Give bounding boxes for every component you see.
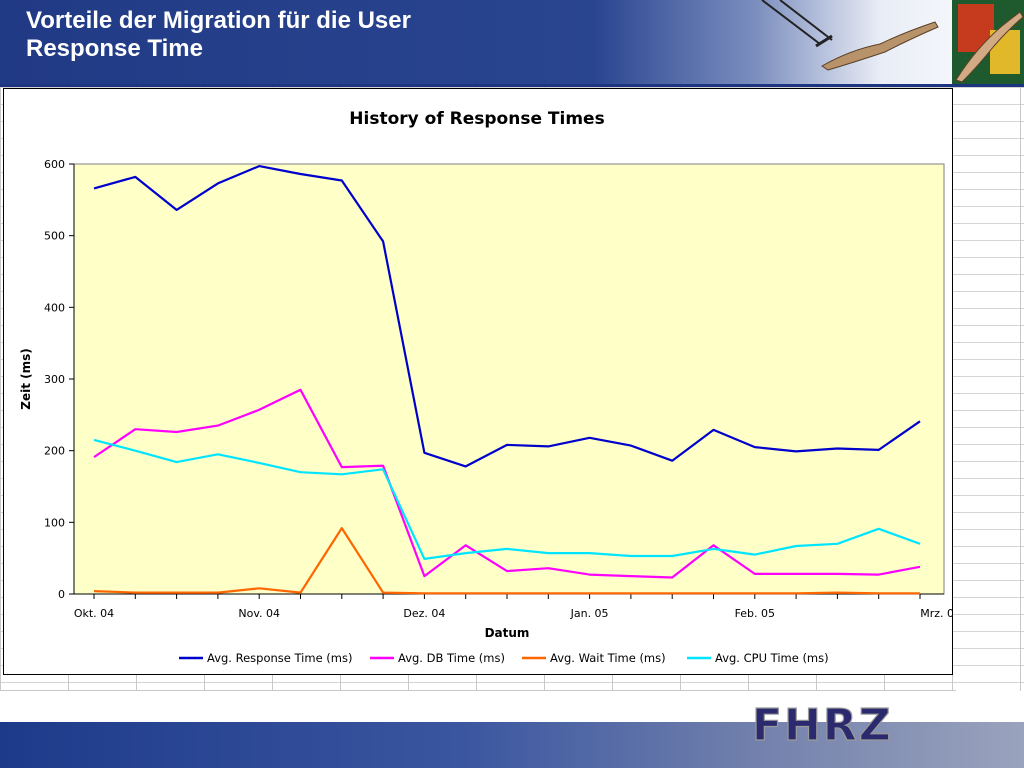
slide-title-line-1: Vorteile der Migration für die User	[26, 7, 411, 34]
y-tick-label-500: 500	[44, 230, 65, 243]
x-tick-label-1: Nov. 04	[238, 607, 280, 620]
x-tick-label-2: Dez. 04	[403, 607, 445, 620]
chart-title: History of Response Times	[349, 109, 604, 129]
y-tick-label-0: 0	[58, 588, 65, 601]
series-line-2	[93, 527, 920, 595]
legend-label-3: Avg. CPU Time (ms)	[715, 651, 829, 665]
y-tick-label-300: 300	[44, 373, 65, 386]
trapeze-rope-right	[779, 0, 833, 41]
slide-title: Vorteile der Migration für die User Resp…	[26, 7, 411, 63]
slide-footer	[0, 722, 1024, 768]
legend-label-0: Avg. Response Time (ms)	[207, 651, 352, 665]
trapeze-bar	[815, 34, 833, 48]
y-tick-label-400: 400	[44, 301, 65, 314]
legend-label-1: Avg. DB Time (ms)	[398, 651, 505, 665]
slide-header: Vorteile der Migration für die User Resp…	[0, 0, 1024, 84]
x-tick-label-0: Okt. 04	[74, 607, 114, 620]
plot-area	[73, 163, 945, 595]
series-line-3	[93, 438, 921, 560]
series-line-0	[93, 164, 921, 468]
chart-frame: History of Response Times 0 100 200 300 400 5…	[3, 88, 953, 675]
x-axis-label: Datum	[485, 626, 530, 640]
x-tick-label-5: Mrz. 05	[920, 607, 952, 620]
legend-label-2: Avg. Wait Time (ms)	[550, 651, 666, 665]
acrobat-figure-1	[821, 21, 939, 71]
chart-legend: Avg. Response Time (ms) Avg. DB Time (ms)…	[179, 651, 829, 665]
trapeze-rope-left	[761, 0, 821, 45]
x-tick-label-3: Jan. 05	[570, 607, 609, 620]
chart-series	[93, 164, 921, 595]
header-rule	[0, 84, 1024, 87]
y-tick-label-600: 600	[44, 158, 65, 171]
fhrz-logo: FHRZ	[752, 700, 893, 750]
header-decorative-image	[761, 0, 1024, 84]
x-tick-label-4: Feb. 05	[735, 607, 775, 620]
response-time-chart: History of Response Times 0 100 200 300 400 5…	[19, 109, 952, 665]
fhrz-logo-text: FHRZ	[752, 700, 893, 750]
acrobat-figure-2	[955, 11, 1024, 83]
spreadsheet-grid-bottom-rule	[0, 690, 956, 691]
y-axis-label: Zeit (ms)	[19, 348, 33, 409]
slide-title-line-2: Response Time	[26, 35, 203, 62]
series-line-1	[93, 388, 921, 579]
y-tick-label-200: 200	[44, 445, 65, 458]
y-tick-label-100: 100	[44, 516, 65, 529]
